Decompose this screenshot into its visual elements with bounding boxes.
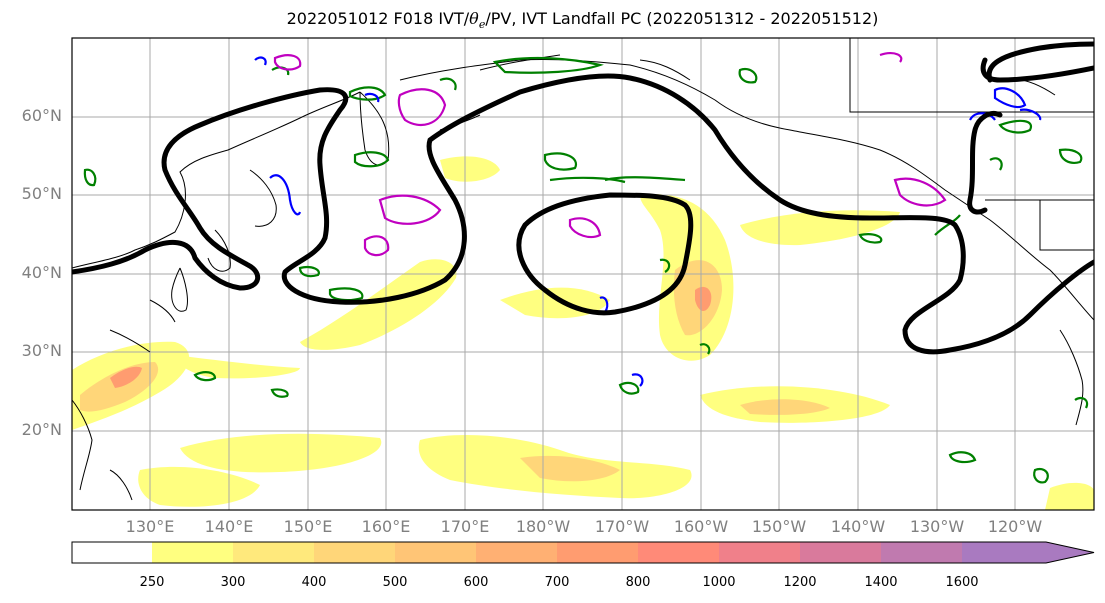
colorbar-tick-label: 500 [382,575,408,590]
lon-label-160w: 160°W [673,517,729,536]
lon-label-150w: 150°W [751,517,807,536]
lon-label-150e: 150°E [283,517,333,536]
lat-label-50n: 50°N [21,184,62,203]
lat-label-60n: 60°N [21,106,62,125]
colorbar-tick-label: 400 [301,575,327,590]
lon-label-170e: 170°E [440,517,490,536]
coastlines [72,38,1094,501]
colorbar-tick-label: 1000 [702,575,736,590]
lon-label-140e: 140°E [204,517,254,536]
lat-label-40n: 40°N [21,263,62,282]
lon-label-180w: 180°W [515,517,571,536]
colorbar [71,541,1095,564]
colorbar-tick-label: 1200 [783,575,817,590]
lon-label-130w: 130°W [909,517,965,536]
colorbar-tick-label: 600 [463,575,489,590]
colorbar-tick-label: 800 [625,575,651,590]
lon-label-160e: 160°E [361,517,411,536]
map-frame [71,37,1095,511]
lon-label-170w: 170°W [594,517,650,536]
colorbar-tick-label: 250 [139,575,165,590]
graticule [72,38,1094,510]
map-title: 2022051012 F018 IVT/θe/PV, IVT Landfall … [286,9,879,32]
landfall-pc-contour [72,41,1094,355]
colorbar-tick-label: 700 [544,575,570,590]
colorbar-tick-label: 1600 [945,575,979,590]
colorbar-tick-label: 300 [220,575,246,590]
colorbar-tick-label: 1400 [864,575,898,590]
lon-label-140w: 140°W [830,517,886,536]
lat-label-20n: 20°N [21,420,62,439]
map-panel [72,38,1094,510]
lat-label-30n: 30°N [21,341,62,360]
lon-label-130e: 130°E [125,517,175,536]
theta-e-contours [83,56,1089,484]
pv-contours [254,52,1042,387]
lon-label-120w: 120°W [987,517,1043,536]
